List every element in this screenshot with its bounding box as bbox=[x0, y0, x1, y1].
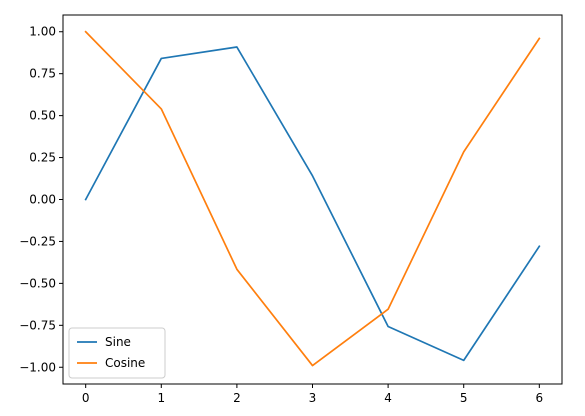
x-tick-label: 6 bbox=[535, 391, 543, 405]
x-tick-label: 1 bbox=[157, 391, 165, 405]
x-tick-label: 3 bbox=[309, 391, 317, 405]
x-tick-label: 0 bbox=[82, 391, 90, 405]
y-tick-label: 0.00 bbox=[29, 193, 56, 207]
series-layer bbox=[84, 30, 541, 367]
y-tick-label: 0.75 bbox=[29, 67, 56, 81]
x-tick-label: 4 bbox=[384, 391, 392, 405]
plot-area bbox=[63, 15, 562, 384]
x-tick-label: 2 bbox=[233, 391, 241, 405]
y-axis: 1.00 0.75 0.50 0.25 0.00 −0.25 −0.50 −0.75 −1.00 bbox=[19, 25, 63, 374]
x-tick-label: 5 bbox=[460, 391, 468, 405]
y-tick-label: −0.75 bbox=[19, 318, 56, 332]
legend: Sine Cosine bbox=[68, 327, 166, 379]
y-tick-label: −0.25 bbox=[19, 234, 56, 248]
y-tick-label: 0.50 bbox=[29, 109, 56, 123]
legend-label-sine: Sine bbox=[105, 335, 131, 349]
series-line-cosine bbox=[84, 30, 541, 367]
y-tick-label: −1.00 bbox=[19, 360, 56, 374]
y-tick-label: −0.50 bbox=[19, 276, 56, 290]
legend-label-cosine: Cosine bbox=[105, 356, 145, 370]
legend-box bbox=[68, 327, 166, 379]
series-line-sine bbox=[84, 46, 541, 362]
y-tick-label: 1.00 bbox=[29, 25, 56, 39]
y-tick-label: 0.25 bbox=[29, 151, 56, 165]
x-axis: 0 1 2 3 4 5 6 bbox=[82, 384, 543, 405]
